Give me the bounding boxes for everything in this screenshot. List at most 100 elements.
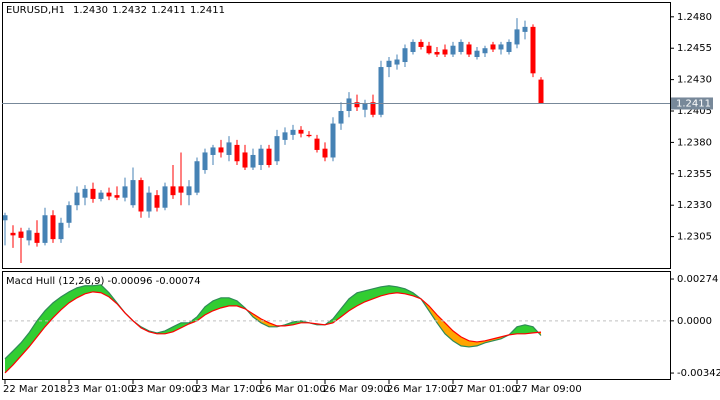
candle-body xyxy=(450,45,456,55)
macd-fill xyxy=(213,297,221,311)
macd-fill xyxy=(437,314,445,334)
candle-body xyxy=(370,102,376,115)
candle-body xyxy=(410,41,416,52)
candle-body xyxy=(34,232,40,243)
candle-body xyxy=(178,186,184,193)
ohlc-value: 1.2430 xyxy=(73,5,108,16)
macd-fill xyxy=(13,342,21,365)
candle-body xyxy=(418,41,424,47)
macd-fill xyxy=(101,284,109,297)
x-tick-label: 23 Mar 17:00 xyxy=(195,384,262,395)
macd-fill xyxy=(229,297,237,306)
y-tick-label: 1.2330 xyxy=(677,200,712,211)
x-tick-label: 26 Mar 17:00 xyxy=(387,384,454,395)
candle-body xyxy=(386,60,392,68)
candle-body xyxy=(50,215,56,240)
candle-body xyxy=(162,186,168,208)
indicator-label: Macd Hull (12,26,9) -0.00096 -0.00074 xyxy=(6,276,201,287)
candle-body xyxy=(2,215,8,221)
candle-body xyxy=(66,205,72,223)
candle-body xyxy=(10,232,16,236)
macd-fill xyxy=(173,322,181,332)
candle-body xyxy=(474,50,480,58)
candle-body xyxy=(210,147,216,155)
candle-body xyxy=(482,48,488,54)
candle-body xyxy=(394,59,400,65)
candle-body xyxy=(378,67,384,115)
macd-fill xyxy=(453,330,461,346)
candle-body xyxy=(26,230,32,241)
x-tick-label: 23 Mar 09:00 xyxy=(131,384,198,395)
macd-line xyxy=(4,291,542,374)
candle-body xyxy=(234,144,240,162)
macd-fill xyxy=(445,322,453,341)
candle-body xyxy=(434,51,440,55)
candle-body xyxy=(314,138,320,150)
macd-fill xyxy=(429,305,437,323)
candle-body xyxy=(338,111,344,124)
candle-body xyxy=(514,29,520,45)
current-price-box xyxy=(671,97,713,110)
symbol-label: EURUSD,H1 xyxy=(6,5,65,16)
macd-fill xyxy=(253,313,261,323)
candle-body xyxy=(530,26,536,74)
candle-body xyxy=(442,49,448,55)
x-tick-label: 22 Mar 2018 xyxy=(3,384,66,395)
candle-body xyxy=(186,186,192,196)
candle-body xyxy=(42,215,48,243)
macd-fill xyxy=(357,290,365,306)
y-tick-label: 1.2455 xyxy=(677,43,712,54)
candle-body xyxy=(354,102,360,108)
candle-body xyxy=(202,152,208,171)
candle-body xyxy=(146,192,152,212)
candle-body xyxy=(98,192,104,199)
macd-fill xyxy=(197,306,205,321)
candle-body xyxy=(522,26,528,32)
macd-fill xyxy=(525,324,533,334)
y-tick-label: -0.00342 xyxy=(677,368,720,379)
macd-fill xyxy=(29,320,37,347)
macd-fill xyxy=(461,336,469,347)
y-tick-label: 1.2480 xyxy=(677,12,712,23)
macd-fill xyxy=(221,297,229,308)
x-tick-label: 23 Mar 01:00 xyxy=(67,384,134,395)
macd-fill xyxy=(5,350,13,373)
candle-body xyxy=(114,195,120,198)
candle-body xyxy=(130,180,136,206)
indicator-panel-frame xyxy=(2,271,671,380)
candle-body xyxy=(402,48,408,63)
candle-body xyxy=(154,195,160,208)
macd-fill xyxy=(389,285,397,294)
candle-body xyxy=(226,142,232,155)
candle-body xyxy=(250,154,256,168)
candle-body xyxy=(306,134,312,137)
y-tick-label: 1.2405 xyxy=(677,106,712,117)
candle-body xyxy=(498,44,504,50)
candle-body xyxy=(74,192,80,206)
macd-fill xyxy=(365,288,373,302)
candle-body xyxy=(322,148,328,158)
macd-fill xyxy=(517,324,525,334)
macd-fill xyxy=(341,298,349,317)
candle-body xyxy=(138,180,144,212)
x-tick-label: 26 Mar 01:00 xyxy=(259,384,326,395)
candle-body xyxy=(82,188,88,198)
ohlc-value: 1.2411 xyxy=(151,5,186,16)
macd-line xyxy=(4,284,542,360)
candle-body xyxy=(466,44,472,55)
x-tick-label: 27 Mar 09:00 xyxy=(515,384,582,395)
macd-fill xyxy=(469,340,477,347)
candle-body xyxy=(58,222,64,240)
candle-body xyxy=(506,41,512,52)
main-panel-frame xyxy=(2,2,671,269)
candle-body xyxy=(18,231,24,238)
candle-body xyxy=(362,103,368,110)
macd-fill xyxy=(349,292,357,311)
macd-fill xyxy=(37,310,45,337)
candle-body xyxy=(298,129,304,134)
candle-body xyxy=(538,79,544,104)
candle-body xyxy=(122,186,128,198)
x-tick-label: 26 Mar 09:00 xyxy=(323,384,390,395)
candle-body xyxy=(258,148,264,166)
y-tick-label: 1.2380 xyxy=(677,137,712,148)
